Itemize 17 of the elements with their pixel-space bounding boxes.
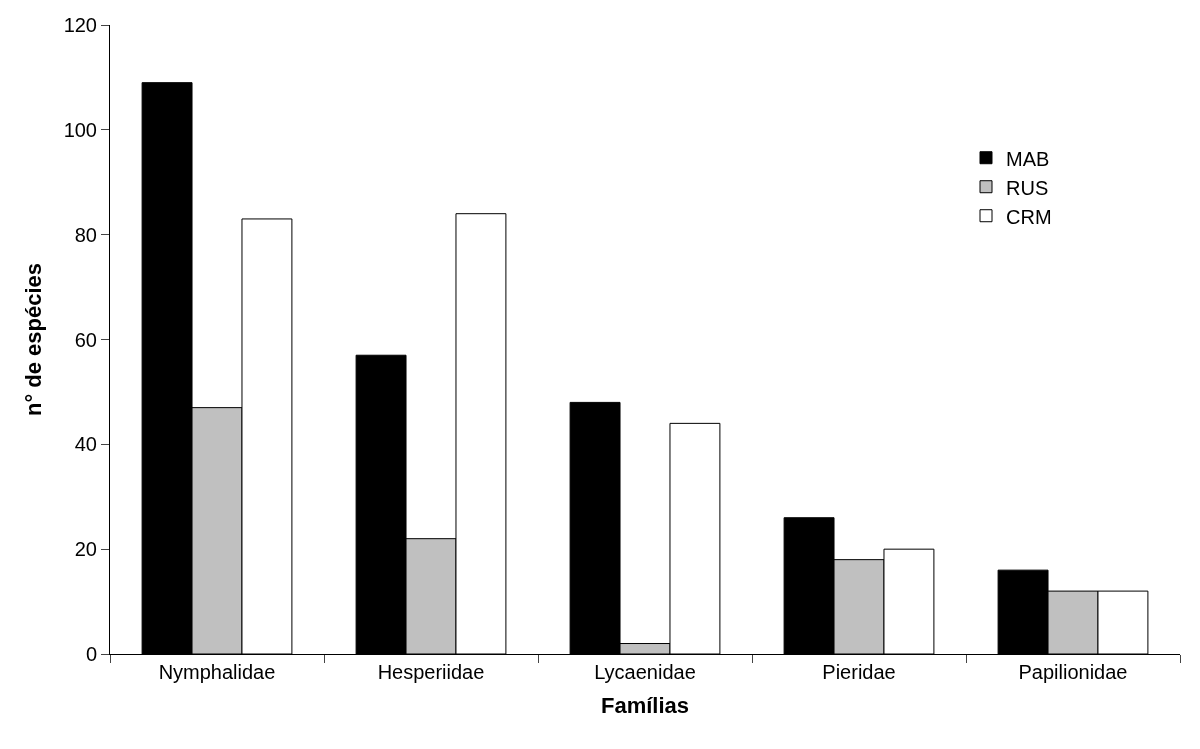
x-tick-label: Lycaenidae — [594, 661, 696, 683]
y-axis-title: n° de espécies — [21, 262, 47, 417]
legend-label: CRM — [1006, 205, 1052, 228]
y-tick-label: 20 — [74, 538, 97, 561]
x-tick-label: Pieridae — [822, 661, 896, 683]
x-tick-label: Hesperiidae — [377, 661, 485, 683]
y-tick-label: 120 — [63, 14, 97, 36]
x-axis-title: Famílias — [600, 692, 690, 718]
y-tick-label: 100 — [63, 118, 97, 141]
y-tick-label: 80 — [74, 223, 97, 246]
y-tick-label: 60 — [74, 328, 97, 351]
x-tick-label: Papilionidae — [1018, 661, 1128, 683]
legend-label: RUS — [1006, 176, 1049, 199]
legend-label: MAB — [1006, 147, 1050, 170]
y-tick-label: 0 — [85, 643, 97, 665]
x-tick-label: Nymphalidae — [158, 661, 276, 683]
y-tick-label: 40 — [74, 433, 97, 456]
